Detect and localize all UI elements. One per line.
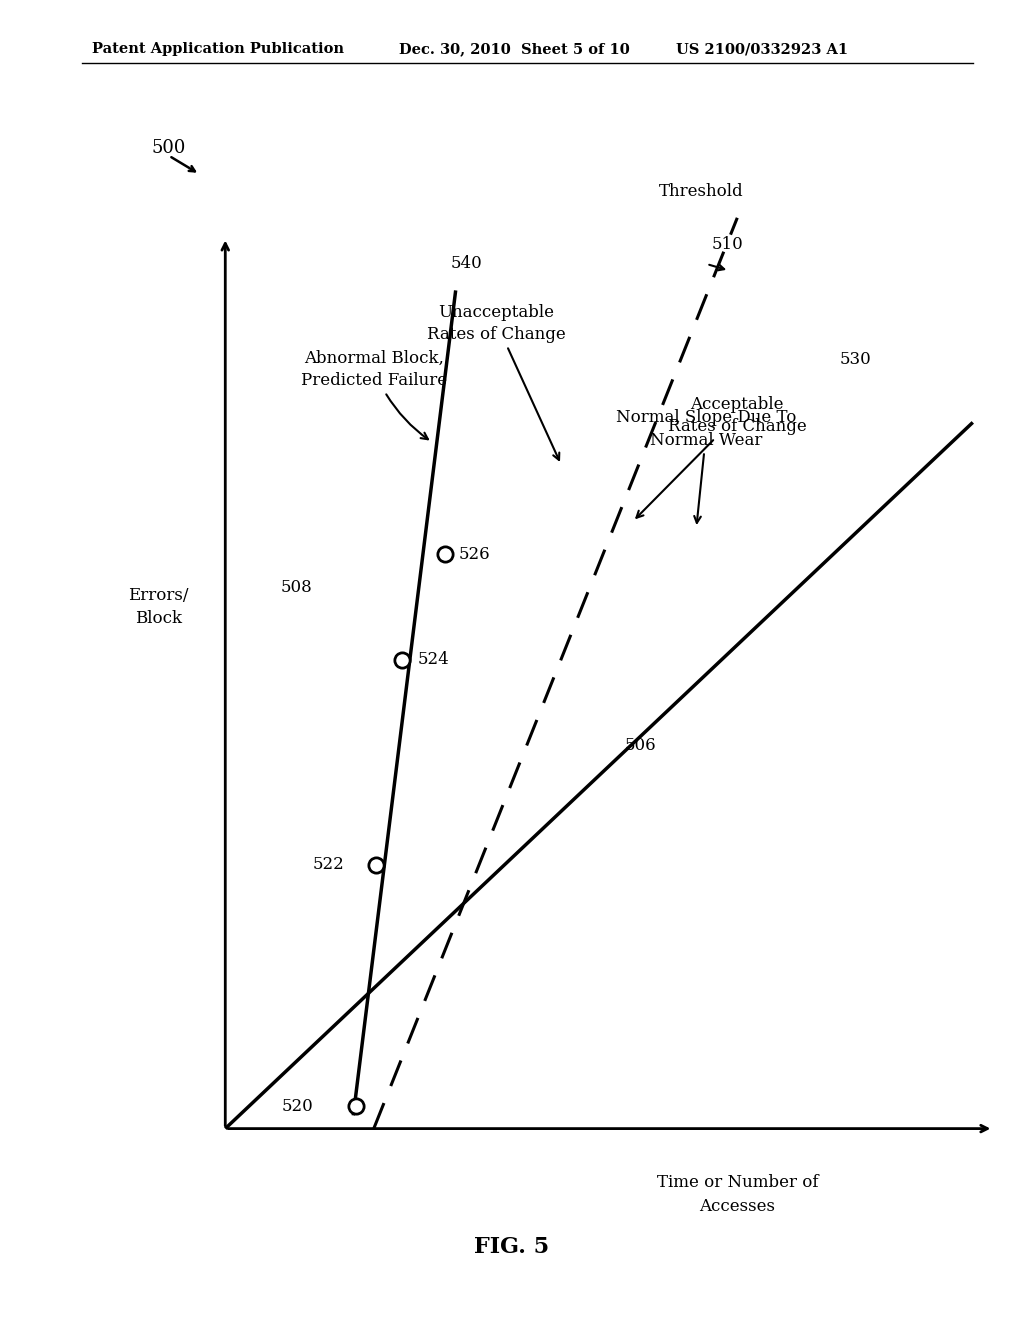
- Text: Unacceptable
Rates of Change: Unacceptable Rates of Change: [427, 304, 566, 459]
- Text: 520: 520: [282, 1098, 313, 1114]
- Text: Patent Application Publication: Patent Application Publication: [92, 42, 344, 57]
- Text: 530: 530: [840, 351, 871, 367]
- Text: 540: 540: [451, 256, 482, 272]
- Text: 506: 506: [625, 738, 656, 754]
- Text: Threshold: Threshold: [659, 183, 743, 199]
- Text: US 2100/0332923 A1: US 2100/0332923 A1: [676, 42, 848, 57]
- Text: 508: 508: [281, 579, 312, 595]
- Text: Acceptable
Rates of Change: Acceptable Rates of Change: [637, 396, 807, 517]
- Text: FIG. 5: FIG. 5: [474, 1237, 550, 1258]
- Text: 526: 526: [459, 546, 490, 562]
- Text: 522: 522: [312, 857, 344, 873]
- Text: 524: 524: [418, 652, 450, 668]
- Text: 510: 510: [712, 236, 743, 252]
- Text: Abnormal Block,
Predicted Failure: Abnormal Block, Predicted Failure: [301, 350, 446, 440]
- Text: Normal Slope Due To
Normal Wear: Normal Slope Due To Normal Wear: [616, 409, 797, 523]
- Text: 500: 500: [152, 139, 186, 157]
- Text: Time or Number of
Accesses: Time or Number of Accesses: [656, 1175, 818, 1214]
- Text: Dec. 30, 2010  Sheet 5 of 10: Dec. 30, 2010 Sheet 5 of 10: [399, 42, 630, 57]
- Text: Errors/
Block: Errors/ Block: [128, 587, 189, 627]
